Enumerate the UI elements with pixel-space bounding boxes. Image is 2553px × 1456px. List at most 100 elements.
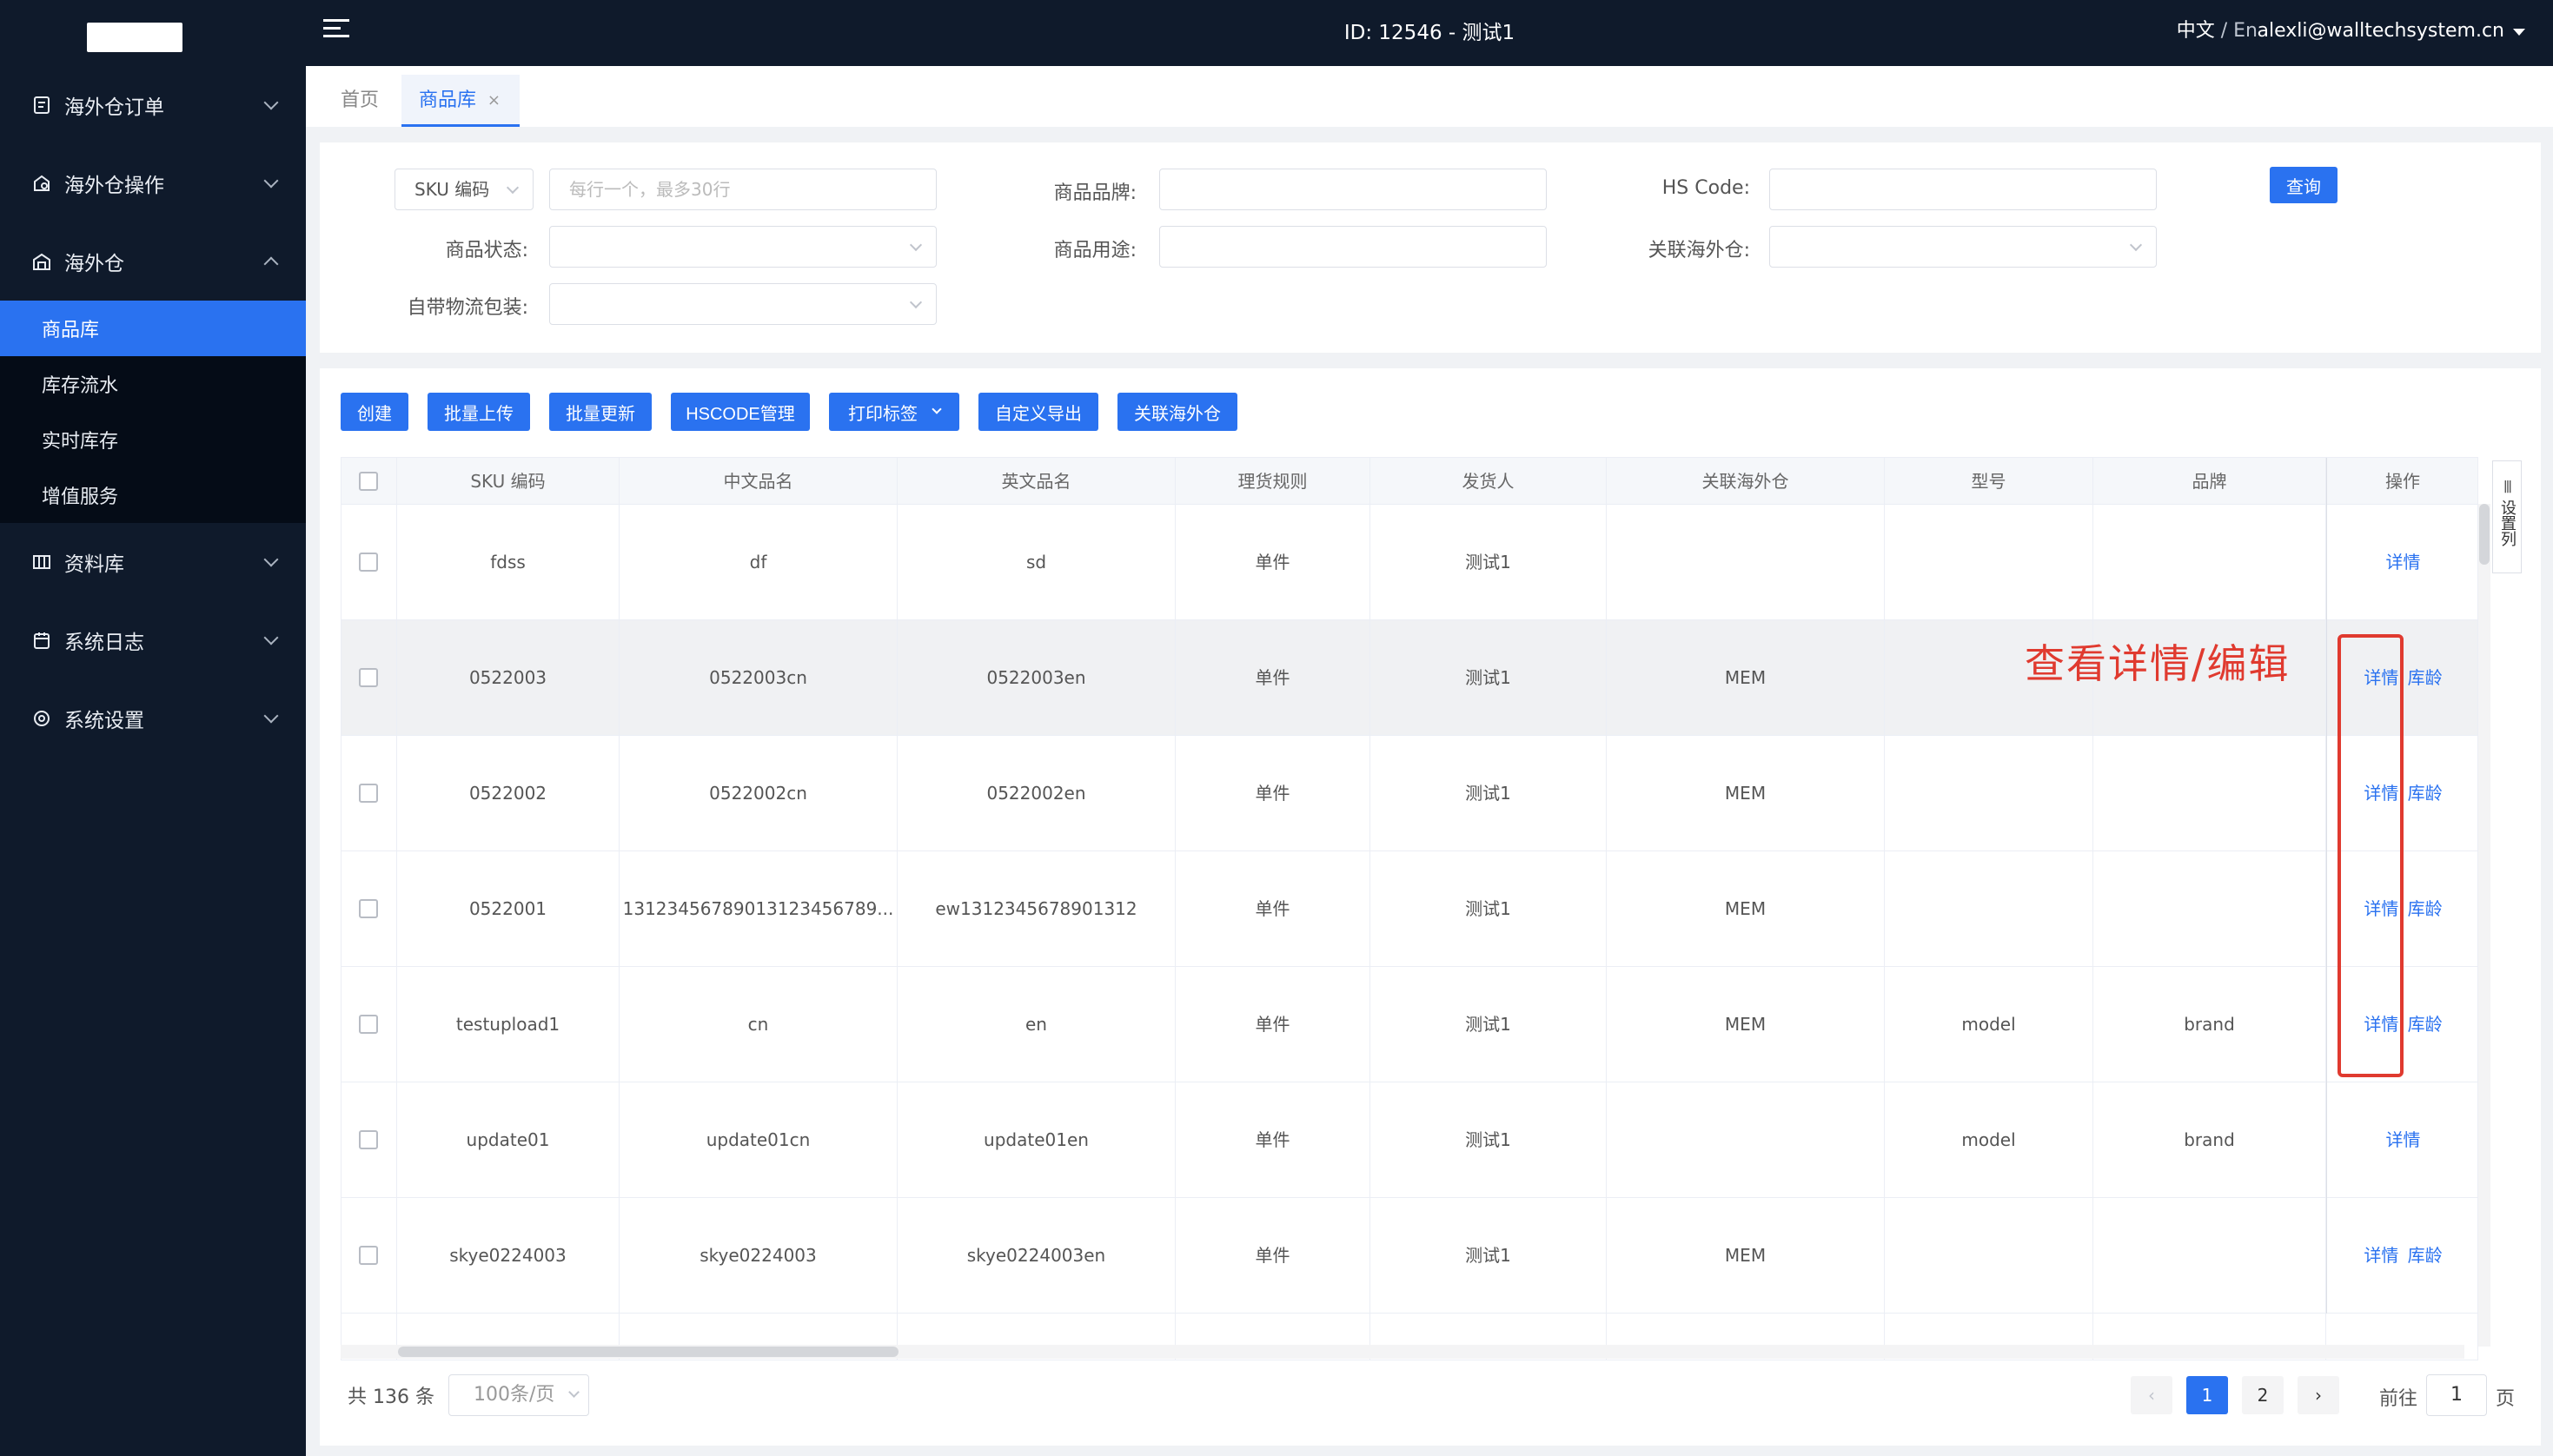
- menu-overseas-warehouse[interactable]: 海外仓: [0, 222, 306, 301]
- detail-link[interactable]: 详情: [2385, 552, 2421, 572]
- close-icon[interactable]: ×: [487, 91, 501, 109]
- stock-age-link[interactable]: 库龄: [2407, 783, 2443, 804]
- col-actions: 操作: [2326, 458, 2477, 505]
- print-label-button[interactable]: 打印标签: [829, 393, 959, 431]
- detail-link[interactable]: 详情: [2364, 1245, 2399, 1266]
- create-button[interactable]: 创建: [341, 393, 408, 431]
- chevron-down-icon: [263, 630, 279, 645]
- submenu-value-added-services[interactable]: 增值服务: [42, 486, 119, 508]
- stock-age-link[interactable]: 库龄: [2407, 898, 2443, 919]
- query-button[interactable]: 查询: [2270, 167, 2337, 203]
- cell-shipper: 测试1: [1370, 505, 1607, 620]
- custom-export-button[interactable]: 自定义导出: [978, 393, 1098, 431]
- tab-home[interactable]: 首页: [341, 89, 380, 111]
- menu-toggle-icon[interactable]: [323, 19, 349, 45]
- next-page-button[interactable]: ›: [2298, 1376, 2339, 1414]
- menu-system-settings[interactable]: 系统设置: [0, 679, 306, 758]
- bulk-update-button[interactable]: 批量更新: [549, 393, 652, 431]
- row-checkbox[interactable]: [359, 1015, 378, 1034]
- col-en-name: 英文品名: [898, 458, 1176, 505]
- row-select: [342, 620, 397, 736]
- header-select-all[interactable]: [342, 458, 397, 505]
- select-all-checkbox[interactable]: [359, 472, 378, 491]
- row-checkbox[interactable]: [359, 553, 378, 572]
- lang-en[interactable]: En: [2233, 20, 2258, 42]
- row-checkbox[interactable]: [359, 668, 378, 687]
- set-columns-button[interactable]: ||| 设置列: [2492, 460, 2522, 573]
- language-switch[interactable]: 中文 / En: [2177, 0, 2258, 63]
- packaging-select[interactable]: [549, 283, 937, 325]
- page-2-button[interactable]: 2: [2242, 1376, 2284, 1414]
- cell-tally-rule: 单件: [1176, 1082, 1370, 1198]
- menu-overseas-orders[interactable]: 海外仓订单: [0, 66, 306, 144]
- prev-page-button[interactable]: ‹: [2131, 1376, 2172, 1414]
- submenu-realtime-inventory[interactable]: 实时库存: [42, 431, 119, 453]
- cell-model: [1885, 1198, 2093, 1314]
- cell-model: [1885, 736, 2093, 851]
- row-checkbox[interactable]: [359, 1246, 378, 1265]
- detail-link[interactable]: 详情: [2364, 667, 2399, 688]
- tab-product-library[interactable]: 商品库 ×: [401, 75, 521, 127]
- table-row: 0522002 0522002cn 0522002en 单件 测试1 MEM 详…: [342, 736, 2477, 851]
- vertical-scrollbar[interactable]: [2478, 504, 2490, 1347]
- menu-label: 海外仓: [64, 253, 124, 275]
- row-select: [342, 1314, 397, 1360]
- page-1-button[interactable]: 1: [2186, 1376, 2228, 1414]
- scroll-thumb[interactable]: [2479, 504, 2490, 565]
- warehouse-select[interactable]: [1769, 226, 2157, 268]
- cell-sku: 0522003: [397, 620, 620, 736]
- status-select[interactable]: [549, 226, 937, 268]
- chevron-up-icon: [263, 256, 279, 272]
- submenu-product-library[interactable]: 商品库: [0, 301, 306, 356]
- col-warehouse: 关联海外仓: [1607, 458, 1885, 505]
- page-size-select[interactable]: 100条/页: [448, 1374, 589, 1416]
- submenu-inventory-flow[interactable]: 库存流水: [42, 375, 119, 397]
- menu-system-log[interactable]: 系统日志: [0, 601, 306, 679]
- sku-input[interactable]: 每行一个，最多30行: [549, 169, 937, 210]
- table-header: SKU 编码 中文品名 英文品名 理货规则 发货人 关联海外仓 型号 品牌 操作: [342, 458, 2477, 505]
- lang-cn[interactable]: 中文: [2176, 20, 2215, 42]
- row-select: [342, 967, 397, 1082]
- cell-actions: 详情 库龄: [2326, 620, 2477, 736]
- row-select: [342, 505, 397, 620]
- menu-library[interactable]: 资料库: [0, 523, 306, 601]
- brand-input[interactable]: [1159, 169, 1547, 210]
- bulk-upload-button[interactable]: 批量上传: [428, 393, 530, 431]
- horizontal-scrollbar[interactable]: [341, 1345, 2464, 1359]
- detail-link[interactable]: 详情: [2364, 783, 2399, 804]
- sku-type-select[interactable]: SKU 编码: [395, 169, 534, 210]
- link-warehouse-button[interactable]: 关联海外仓: [1117, 393, 1237, 431]
- set-columns-label: 设置列: [2498, 500, 2517, 546]
- row-checkbox[interactable]: [359, 899, 378, 918]
- caret-down-icon[interactable]: [2513, 29, 2525, 36]
- stock-age-link[interactable]: 库龄: [2407, 1245, 2443, 1266]
- stock-age-link[interactable]: 库龄: [2407, 667, 2443, 688]
- stock-age-link[interactable]: 库龄: [2407, 1014, 2443, 1035]
- columns-icon: |||: [2503, 480, 2512, 493]
- scroll-thumb[interactable]: [398, 1347, 899, 1357]
- warehouse-label: 关联海外仓:: [1648, 240, 1750, 261]
- table-row: 0522003 0522003cn 0522003en 单件 测试1 MEM 详…: [342, 620, 2477, 736]
- usage-label: 商品用途:: [1053, 240, 1137, 261]
- user-menu[interactable]: alexli@walltechsystem.cn: [2257, 20, 2504, 42]
- usage-input[interactable]: [1159, 226, 1547, 268]
- detail-link[interactable]: 详情: [2364, 898, 2399, 919]
- cell-en-name: update01en: [898, 1082, 1176, 1198]
- hscode-input[interactable]: [1769, 169, 2157, 210]
- cell-tally-rule: 单件: [1176, 505, 1370, 620]
- warehouse-submenu: 商品库 库存流水 实时库存 增值服务: [0, 301, 306, 523]
- chevron-down-icon: [2129, 238, 2143, 252]
- row-select: [342, 736, 397, 851]
- hscode-manage-button[interactable]: HSCODE管理: [671, 393, 810, 431]
- goto-page-input[interactable]: 1: [2426, 1374, 2487, 1416]
- cell-cn-name: 0522003cn: [620, 620, 898, 736]
- cell-warehouse: MEM: [1607, 851, 1885, 967]
- row-checkbox[interactable]: [359, 1130, 378, 1149]
- table-row: skye0224003 skye0224003 skye0224003en 单件…: [342, 1198, 2477, 1314]
- table-row: 0522001 13123456789013123456789... ew131…: [342, 851, 2477, 967]
- row-checkbox[interactable]: [359, 784, 378, 803]
- detail-link[interactable]: 详情: [2364, 1014, 2399, 1035]
- chevron-down-icon: [506, 181, 520, 195]
- menu-overseas-operations[interactable]: 海外仓操作: [0, 144, 306, 222]
- detail-link[interactable]: 详情: [2385, 1129, 2421, 1150]
